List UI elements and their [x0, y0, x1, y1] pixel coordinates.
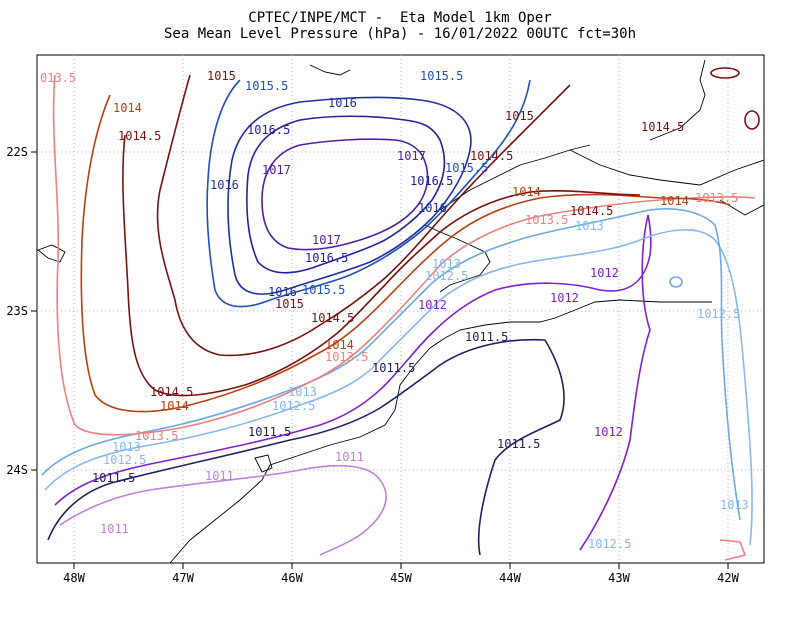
- contour-label-1014-south: 1014: [325, 338, 354, 352]
- contour-label-1015.5-top-right: 1015.5: [420, 69, 463, 83]
- contour-label-1014-sw: 1014: [160, 399, 189, 413]
- contour-label-1013.5-nw: 013.5: [40, 71, 76, 85]
- contour-label-1011.5-sw: 1011.5: [248, 425, 291, 439]
- contour-label-1011-sw-2: 1011: [100, 522, 129, 536]
- island-outline: [254, 454, 273, 473]
- contour-label-1013.5-south: 1013.5: [325, 350, 368, 364]
- x-tick-label-46w: 46W: [281, 571, 303, 585]
- map-title-line-2: Sea Mean Level Pressure (hPa) - 16/01/20…: [163, 26, 636, 42]
- isobar-1016.5: [246, 115, 446, 274]
- isobars: [41, 67, 760, 561]
- isobar-1015-small-closed: [744, 110, 760, 130]
- contour-label-1012.5-sw-2: 1012.5: [103, 453, 146, 467]
- contour-label-1013-east: 1013: [575, 219, 604, 233]
- isobar-1013.5-fragment: [719, 539, 747, 561]
- contour-label-1012.5-se: 1012.5: [588, 537, 631, 551]
- isobar-1014.5-small-closed: [710, 67, 740, 79]
- contour-label-1014.5-east: 1014.5: [570, 204, 613, 218]
- tick-marks: [31, 151, 729, 569]
- contour-label-1014-east: 1014: [660, 194, 689, 208]
- contour-label-1014-nw: 1014: [113, 101, 142, 115]
- isobar-1013: [41, 208, 741, 521]
- contour-label-1015.5-top: 1015.5: [245, 79, 288, 93]
- isobar-1016: [227, 96, 472, 295]
- isobar-1013.5: [52, 74, 756, 436]
- x-tick-label-42w: 42W: [717, 571, 739, 585]
- isobar-1012.5: [44, 229, 753, 546]
- coastline-main: [169, 299, 712, 564]
- contour-label-1012.5-center: 1012.5: [425, 269, 468, 283]
- contour-label-1011-sw: 1011: [205, 469, 234, 483]
- contour-label-1014.5-w: 1014.5: [118, 129, 161, 143]
- contour-label-1012-coast: 1012: [418, 298, 447, 312]
- x-tick-label-44w: 44W: [499, 571, 521, 585]
- contour-label-1015.5-south: 1015.5: [302, 283, 345, 297]
- contour-label-1016.5-w: 1016.5: [247, 123, 290, 137]
- contour-label-1017-south: 1017: [312, 233, 341, 247]
- contour-label-1014.5-ne: 1014.5: [641, 120, 684, 134]
- contour-label-1014.5-south: 1014.5: [311, 311, 354, 325]
- isobar-1012: [54, 214, 652, 551]
- contour-label-1012.5-sw: 1012.5: [272, 399, 315, 413]
- contour-label-1017-w: 1017: [262, 163, 291, 177]
- map-title: CPTEC/INPE/MCT - Eta Model 1km Oper Sea …: [0, 10, 800, 42]
- x-tick-label-47w: 47W: [172, 571, 194, 585]
- contour-label-1016-w: 1016: [210, 178, 239, 192]
- contour-label-1016.5-south: 1016.5: [305, 251, 348, 265]
- isobar-1011: [59, 464, 387, 556]
- contour-label-1015-ne: 1015: [505, 109, 534, 123]
- contour-label-1016-top: 1016: [328, 96, 357, 110]
- isobar-1017: [261, 138, 429, 251]
- map-title-line-1: CPTEC/INPE/MCT - Eta Model 1km Oper: [248, 10, 552, 26]
- contour-label-1016-center: 1016: [418, 201, 447, 215]
- contour-label-1016.5-center: 1016.5: [410, 174, 453, 188]
- contour-label-1012-center: 1012: [550, 291, 579, 305]
- lagoon-outline: [37, 244, 66, 263]
- isobar-1015: [156, 74, 571, 357]
- contour-label-1011.5-se: 1011.5: [497, 437, 540, 451]
- contour-label-1013.5-sw: 1013.5: [135, 429, 178, 443]
- contour-label-1013-center-2: 1013: [432, 257, 461, 271]
- contour-label-1013-se: 1013: [720, 498, 749, 512]
- coastline: [37, 59, 765, 564]
- state-border-2: [569, 149, 765, 186]
- y-tick-label-23s: 23S: [6, 304, 28, 318]
- x-tick-label-45w: 45W: [390, 571, 412, 585]
- contour-label-1015.5-center: 1015.5: [445, 161, 488, 175]
- contour-label-1013-sw-2: 1013: [112, 440, 141, 454]
- state-border-3: [649, 59, 706, 141]
- isobar-1015.5: [206, 79, 531, 308]
- contour-label-1015-south: 1015: [275, 297, 304, 311]
- contour-label-1012-se: 1012: [594, 425, 623, 439]
- contour-label-1011.5-coast: 1011.5: [465, 330, 508, 344]
- x-tick-label-43w: 43W: [608, 571, 630, 585]
- contour-label-1011-south: 1011: [335, 450, 364, 464]
- contour-label-1011.5-south: 1011.5: [372, 361, 415, 375]
- isobar-1014: [80, 94, 731, 413]
- y-tick-label-22s: 22S: [6, 145, 28, 159]
- isobar-1013-small-closed: [669, 276, 683, 288]
- isobar-1011.5: [47, 338, 565, 556]
- contour-label-1012-east: 1012: [590, 266, 619, 280]
- contour-label-1012.5-east: 1012.5: [697, 307, 740, 321]
- contour-label-1013.5-east: 1013.5: [695, 191, 738, 205]
- contour-label-1016-south: 1016: [268, 285, 297, 299]
- contour-label-1015-top: 1015: [207, 69, 236, 83]
- contour-label-1014.5-center: 1014.5: [470, 149, 513, 163]
- contour-label-1017-top: 1017: [397, 149, 426, 163]
- river-outline: [309, 64, 351, 76]
- contour-label-1013-sw: 1013: [288, 385, 317, 399]
- contour-label-1013.5-center: 1013.5: [525, 213, 568, 227]
- contour-label-1014.5-sw: 1014.5: [150, 385, 193, 399]
- contour-label-1011.5-sw-2: 1011.5: [92, 471, 135, 485]
- bay-outline: [424, 224, 491, 293]
- contour-label-1014-center: 1014: [512, 185, 541, 199]
- isobar-1014.5: [122, 134, 641, 397]
- x-tick-label-48w: 48W: [63, 571, 85, 585]
- gridlines: [37, 55, 764, 563]
- y-tick-label-24s: 24S: [6, 463, 28, 477]
- contour-labels: 013.5 1015 1015.5 1015.5 1014 1016 1014.…: [40, 69, 749, 551]
